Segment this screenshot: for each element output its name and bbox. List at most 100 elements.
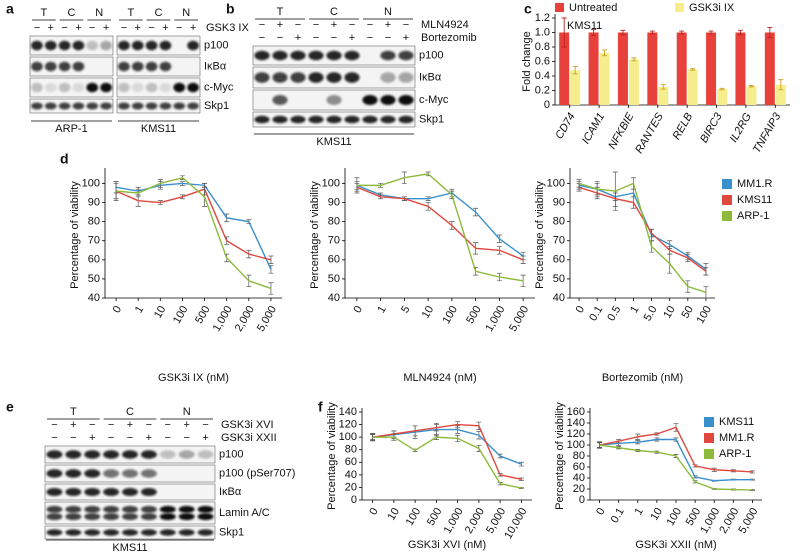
treatment-sign: − [183, 432, 189, 444]
blot-band [65, 529, 82, 536]
lane-group-label: T [277, 6, 284, 18]
treatment-sign: − [51, 432, 57, 444]
treatment-sign: − [202, 419, 208, 431]
bar [617, 32, 628, 105]
y-tick-label: 90 [328, 196, 340, 208]
error-bar [767, 26, 773, 39]
cell-line-label: ARP-1 [55, 123, 87, 135]
blot-band [84, 505, 101, 513]
x-tick-label: 100 [694, 304, 714, 326]
blot-band [140, 469, 157, 478]
x-tick-label: IL2RG [728, 111, 755, 145]
treatment-sign: + [75, 22, 81, 34]
error-bar [602, 49, 608, 57]
blot-band [344, 115, 360, 124]
blot-band [103, 513, 120, 521]
treatment-sign: − [367, 19, 373, 31]
y-tick-label: 50 [553, 273, 565, 285]
lane-group-label: T [127, 7, 134, 19]
error-bar [690, 68, 696, 71]
blot-band [398, 95, 414, 105]
blot-band [86, 40, 99, 51]
x-tick-label: 0.1 [609, 506, 627, 525]
blot-band [272, 115, 288, 124]
treatment-sign: − [89, 22, 95, 34]
lane-group-label: C [68, 7, 76, 19]
data-line [115, 188, 272, 261]
x-tick-label: 100 [171, 304, 191, 326]
y-tick-label: 70 [88, 235, 100, 247]
band-label: p100 [419, 49, 443, 61]
lane-group-label: N [183, 406, 191, 418]
blot-band [118, 82, 130, 93]
blot-band [100, 40, 112, 51]
treatment-sign: − [367, 32, 373, 44]
x-axis-title: MLN4924 (nM) [403, 372, 476, 384]
bar [570, 70, 581, 105]
blot-band [362, 95, 378, 105]
y-tick-label: 0.4 [535, 70, 550, 82]
blot-band [290, 115, 306, 124]
blot-band [178, 450, 195, 459]
data-line [599, 444, 753, 491]
y-tick-label: 40 [328, 292, 340, 304]
x-tick-label: 0 [367, 506, 380, 517]
blot-band [72, 102, 85, 110]
blot-band [118, 40, 130, 51]
y-tick-label: 60 [328, 254, 340, 266]
bar [717, 89, 728, 105]
y-tick-label: 70 [553, 235, 565, 247]
blot-band [326, 115, 342, 124]
legend-label: KMS11 [719, 416, 754, 428]
blot-band [131, 102, 144, 110]
y-tick-label: 60 [88, 254, 100, 266]
blot-band [31, 40, 43, 51]
x-tick-label: 10 [420, 304, 437, 321]
treatment-sign: + [127, 419, 133, 431]
legend-swatch [722, 211, 732, 221]
blot-band [84, 488, 101, 496]
y-tick-label: 160 [567, 406, 585, 418]
treatment-sign: + [48, 22, 54, 34]
data-line [578, 186, 707, 272]
x-axis-title: GSK3i XVI (nM) [408, 539, 486, 551]
y-tick-label: 120 [567, 428, 585, 440]
blot-band [46, 469, 63, 478]
band-label: IκBα [419, 71, 442, 83]
blot-band [380, 95, 396, 105]
y-tick-label: 0 [579, 494, 585, 506]
cell-line-label: KMS11 [141, 123, 176, 135]
legend-label: MM1.R [737, 178, 773, 190]
y-tick-label: 140 [567, 417, 585, 429]
blot-band [145, 40, 158, 51]
x-tick-label: 1 [133, 304, 146, 315]
blot-band [131, 82, 144, 93]
band-label: p100 (pSer707) [219, 467, 295, 479]
blot-band [272, 50, 288, 61]
blot-band [65, 505, 82, 513]
y-tick-label: 40 [345, 469, 357, 481]
y-tick-label: 120 [339, 418, 357, 430]
legend-swatch [704, 449, 714, 459]
x-tick-label: 100 [404, 506, 424, 528]
x-tick-label: 10 [152, 304, 169, 321]
blot-band [72, 40, 85, 51]
data-line [116, 176, 272, 290]
x-tick-label: ICAM1 [580, 111, 607, 146]
blot-band [178, 529, 195, 536]
y-tick-label: 80 [573, 450, 585, 462]
treatment-sign: + [190, 22, 196, 34]
data-line [599, 438, 753, 482]
y-tick-label: 100 [567, 439, 585, 451]
legend-swatch [722, 179, 732, 189]
legend-swatch [555, 3, 564, 12]
treatment-sign: + [135, 22, 141, 34]
blot-band [122, 513, 138, 521]
lane-group-label: C [330, 6, 338, 18]
treatment-sign: + [89, 432, 95, 444]
blot-band [173, 102, 186, 110]
blot-band [122, 469, 138, 478]
data-line [115, 182, 272, 270]
error-bar [679, 30, 685, 35]
